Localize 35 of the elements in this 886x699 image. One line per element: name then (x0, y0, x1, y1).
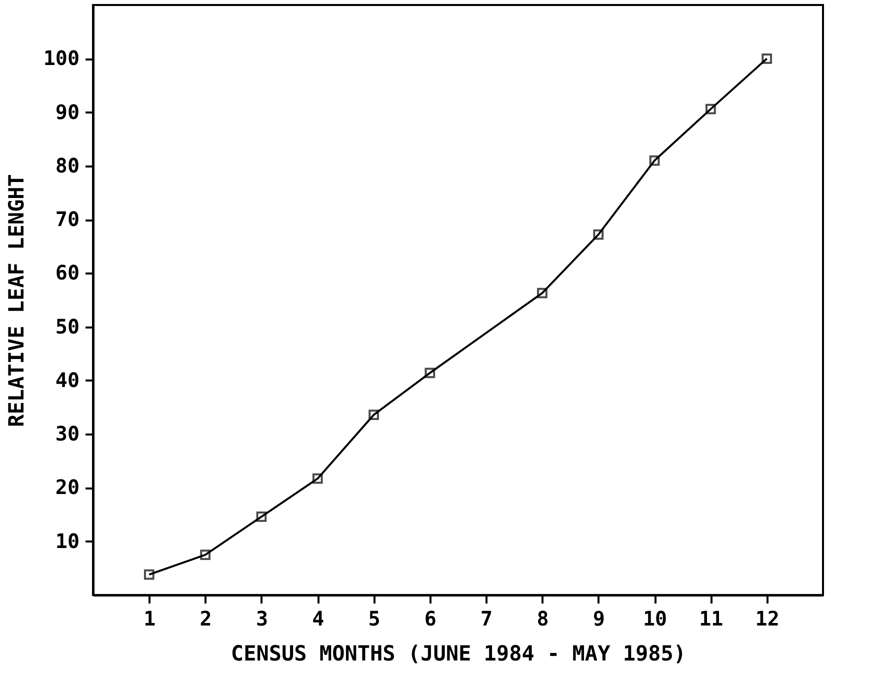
point (537, 288, 548, 298)
y-axis-title: RELATIVE LEAF LENGHT (4, 174, 28, 427)
x-tick-label: 2 (200, 606, 212, 630)
x-tick-label: 6 (424, 606, 436, 630)
x-tick-label: 5 (368, 606, 380, 630)
point (593, 229, 604, 240)
x-tick-label: 11 (699, 606, 724, 630)
x-tick-label: 8 (536, 606, 549, 630)
y-tick-label: 40 (55, 368, 80, 392)
point (144, 569, 154, 580)
x-tick-label: 9 (592, 606, 605, 630)
x-tick-label: 4 (312, 606, 324, 630)
y-tick-label: 50 (55, 314, 80, 338)
point (762, 53, 772, 64)
y-tick-label: 80 (55, 153, 80, 178)
point (424, 368, 436, 378)
point (312, 473, 323, 484)
y-tick-label: 70 (55, 207, 80, 232)
point (256, 512, 267, 522)
y-tick-label: 20 (55, 475, 80, 500)
x-tick-label: 12 (755, 606, 780, 630)
point (649, 155, 660, 166)
y-tick-label: 100 (43, 46, 80, 70)
y-tick-label: 30 (55, 422, 80, 446)
x-tick-label: 7 (480, 606, 493, 630)
x-tick-label: 10 (642, 606, 668, 630)
y-tick-label: 90 (55, 100, 80, 124)
point (368, 410, 379, 420)
y-tick-label: 10 (55, 528, 80, 553)
point (200, 550, 210, 560)
x-tick-label: 3 (256, 606, 268, 630)
y-tick-label: 60 (55, 260, 80, 285)
x-tick-label: 1 (144, 606, 156, 630)
point (706, 104, 716, 114)
x-axis-title: CENSUS MONTHS (JUNE 1984 - MAY 1985) (230, 642, 686, 666)
